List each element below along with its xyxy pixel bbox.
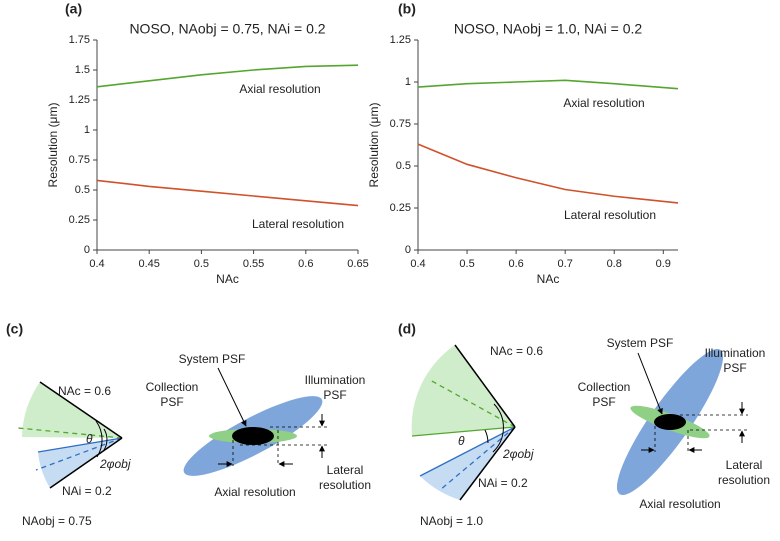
blue-dashed <box>35 437 123 471</box>
series-label: Axial resolution <box>563 96 644 110</box>
y-tick-label: 1 <box>405 76 411 88</box>
illumination-label: PSF <box>723 361 746 375</box>
x-tick-label: 0.6 <box>298 258 313 270</box>
system-psf-label: System PSF <box>179 352 246 366</box>
diagram-c: (c) NAc = 0.6 θ 2φobj NAi = 0.2 NAobj = … <box>6 321 371 528</box>
phi-label: 2φobj <box>502 447 534 461</box>
y-tick-label: 0.75 <box>69 154 90 166</box>
y-axis-label: Resolution (μm) <box>46 103 60 188</box>
collection-label: PSF <box>592 395 615 409</box>
lateral-label: Lateral <box>327 463 364 477</box>
cone-edge <box>459 426 516 501</box>
cone-edge <box>454 344 516 428</box>
chart-title: NOSO, NAobj = 1.0, NAi = 0.2 <box>454 21 643 37</box>
system-psf <box>654 414 686 430</box>
axial-label: Axial resolution <box>639 497 720 511</box>
naobj-label: NAobj = 1.0 <box>420 514 483 528</box>
axial-label: Axial resolution <box>214 485 295 499</box>
phi-label: 2φobj <box>99 457 131 471</box>
nac-label: NAc = 0.6 <box>58 384 111 398</box>
phi-arc <box>95 420 103 458</box>
x-tick-label: 0.4 <box>410 258 425 270</box>
panel-label: (d) <box>398 321 416 337</box>
y-tick-label: 1 <box>84 124 90 136</box>
system-psf <box>232 427 274 445</box>
cone-edge <box>39 381 123 439</box>
y-tick-label: 0.75 <box>390 118 411 130</box>
illumination-label: Illumination <box>705 346 766 360</box>
blue-dashed <box>439 426 516 491</box>
y-tick-label: 1.25 <box>390 34 411 46</box>
y-axis-label: Resolution (μm) <box>367 103 381 188</box>
lateral-label: resolution <box>319 478 371 492</box>
illumination-label: PSF <box>323 388 346 402</box>
y-tick-label: 0.5 <box>396 160 411 172</box>
x-tick-label: 0.5 <box>194 258 209 270</box>
theta-arc <box>484 429 489 444</box>
collection-cone <box>22 382 122 438</box>
series-line <box>96 179 359 207</box>
theta-arc <box>103 428 108 451</box>
phi-arc <box>492 403 504 453</box>
y-tick-label: 1.25 <box>69 94 90 106</box>
x-tick-label: 0.5 <box>459 258 474 270</box>
naobj-label: NAobj = 0.75 <box>22 514 92 528</box>
chart-title: NOSO, NAobj = 0.75, NAi = 0.2 <box>129 21 325 37</box>
x-axis-label: NAc <box>216 272 239 286</box>
illumination-label: Illumination <box>305 373 366 387</box>
system-psf-label: System PSF <box>607 336 674 350</box>
series-line <box>96 64 359 88</box>
series-label: Lateral resolution <box>564 208 656 222</box>
x-tick-label: 0.55 <box>243 258 264 270</box>
arrow <box>637 352 663 415</box>
cone-edge <box>49 437 123 489</box>
lateral-label: resolution <box>718 473 770 487</box>
x-axis-label: NAc <box>537 272 560 286</box>
green-line <box>411 426 516 437</box>
series-line <box>417 143 679 204</box>
panel-label: (c) <box>6 321 23 337</box>
nai-label: NAi = 0.2 <box>62 484 112 498</box>
theta-label: θ <box>86 432 93 446</box>
nai-label: NAi = 0.2 <box>478 476 528 490</box>
nac-label: NAc = 0.6 <box>490 344 543 358</box>
y-tick-label: 1.5 <box>75 64 90 76</box>
panel-label: (a) <box>65 1 82 17</box>
dashed-axis <box>429 379 516 428</box>
y-tick-label: 0 <box>84 244 90 256</box>
y-tick-label: 1.75 <box>69 34 90 46</box>
illumination-cone <box>38 438 122 488</box>
theta-label: θ <box>458 434 465 448</box>
illumination-cone <box>420 427 515 500</box>
blue-line <box>419 426 516 477</box>
x-tick-label: 0.6 <box>508 258 523 270</box>
x-tick-label: 0.45 <box>138 258 159 270</box>
blue-line <box>37 437 123 453</box>
arrow <box>217 367 247 427</box>
x-tick-label: 0.65 <box>347 258 368 270</box>
collection-cone <box>411 345 515 436</box>
series-line <box>417 79 679 90</box>
collection-label: Collection <box>146 380 199 394</box>
x-tick-label: 0.8 <box>607 258 622 270</box>
x-tick-label: 0.4 <box>89 258 104 270</box>
diagram-d: (d) NAc = 0.6 θ 2φobj NAi = 0.2 NAobj = … <box>398 321 770 528</box>
lateral-label: Lateral <box>726 458 763 472</box>
series-label: Axial resolution <box>239 82 320 96</box>
panel-label: (b) <box>398 1 416 17</box>
collection-label: PSF <box>160 395 183 409</box>
x-tick-label: 0.7 <box>558 258 573 270</box>
collection-label: Collection <box>578 380 631 394</box>
series-label: Lateral resolution <box>252 217 344 231</box>
x-tick-label: 0.9 <box>656 258 671 270</box>
y-tick-label: 0.5 <box>75 184 90 196</box>
y-tick-label: 0.25 <box>390 202 411 214</box>
y-tick-label: 0.25 <box>69 214 90 226</box>
y-tick-label: 0 <box>405 244 411 256</box>
